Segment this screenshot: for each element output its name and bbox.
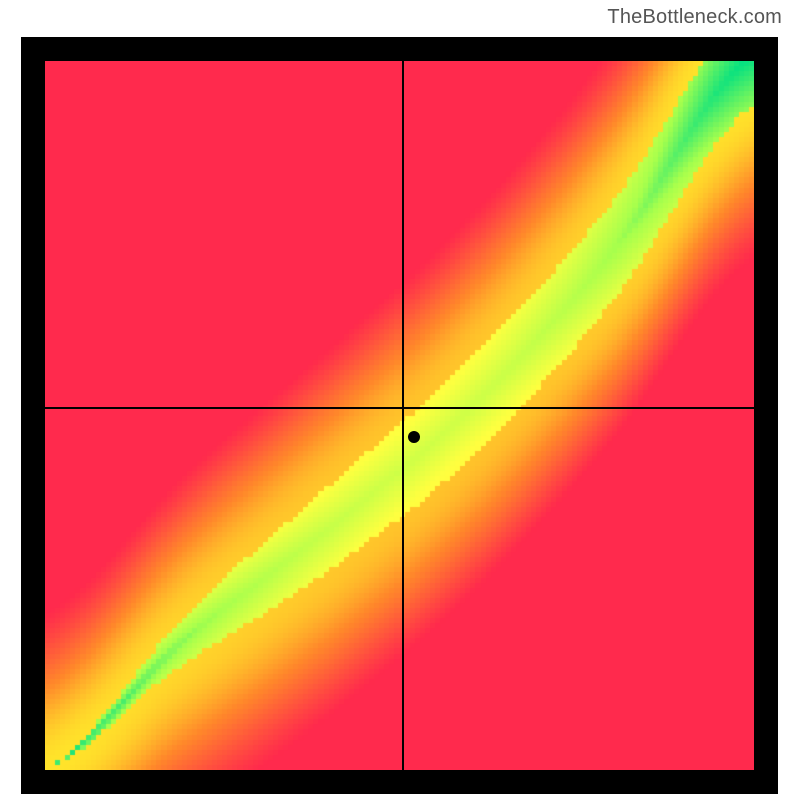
plot-frame [21,37,778,794]
heatmap-canvas [45,61,754,770]
bottleneck-chart-container: TheBottleneck.com [0,0,800,800]
attribution-label: TheBottleneck.com [607,6,782,29]
plot-inner [45,61,754,770]
